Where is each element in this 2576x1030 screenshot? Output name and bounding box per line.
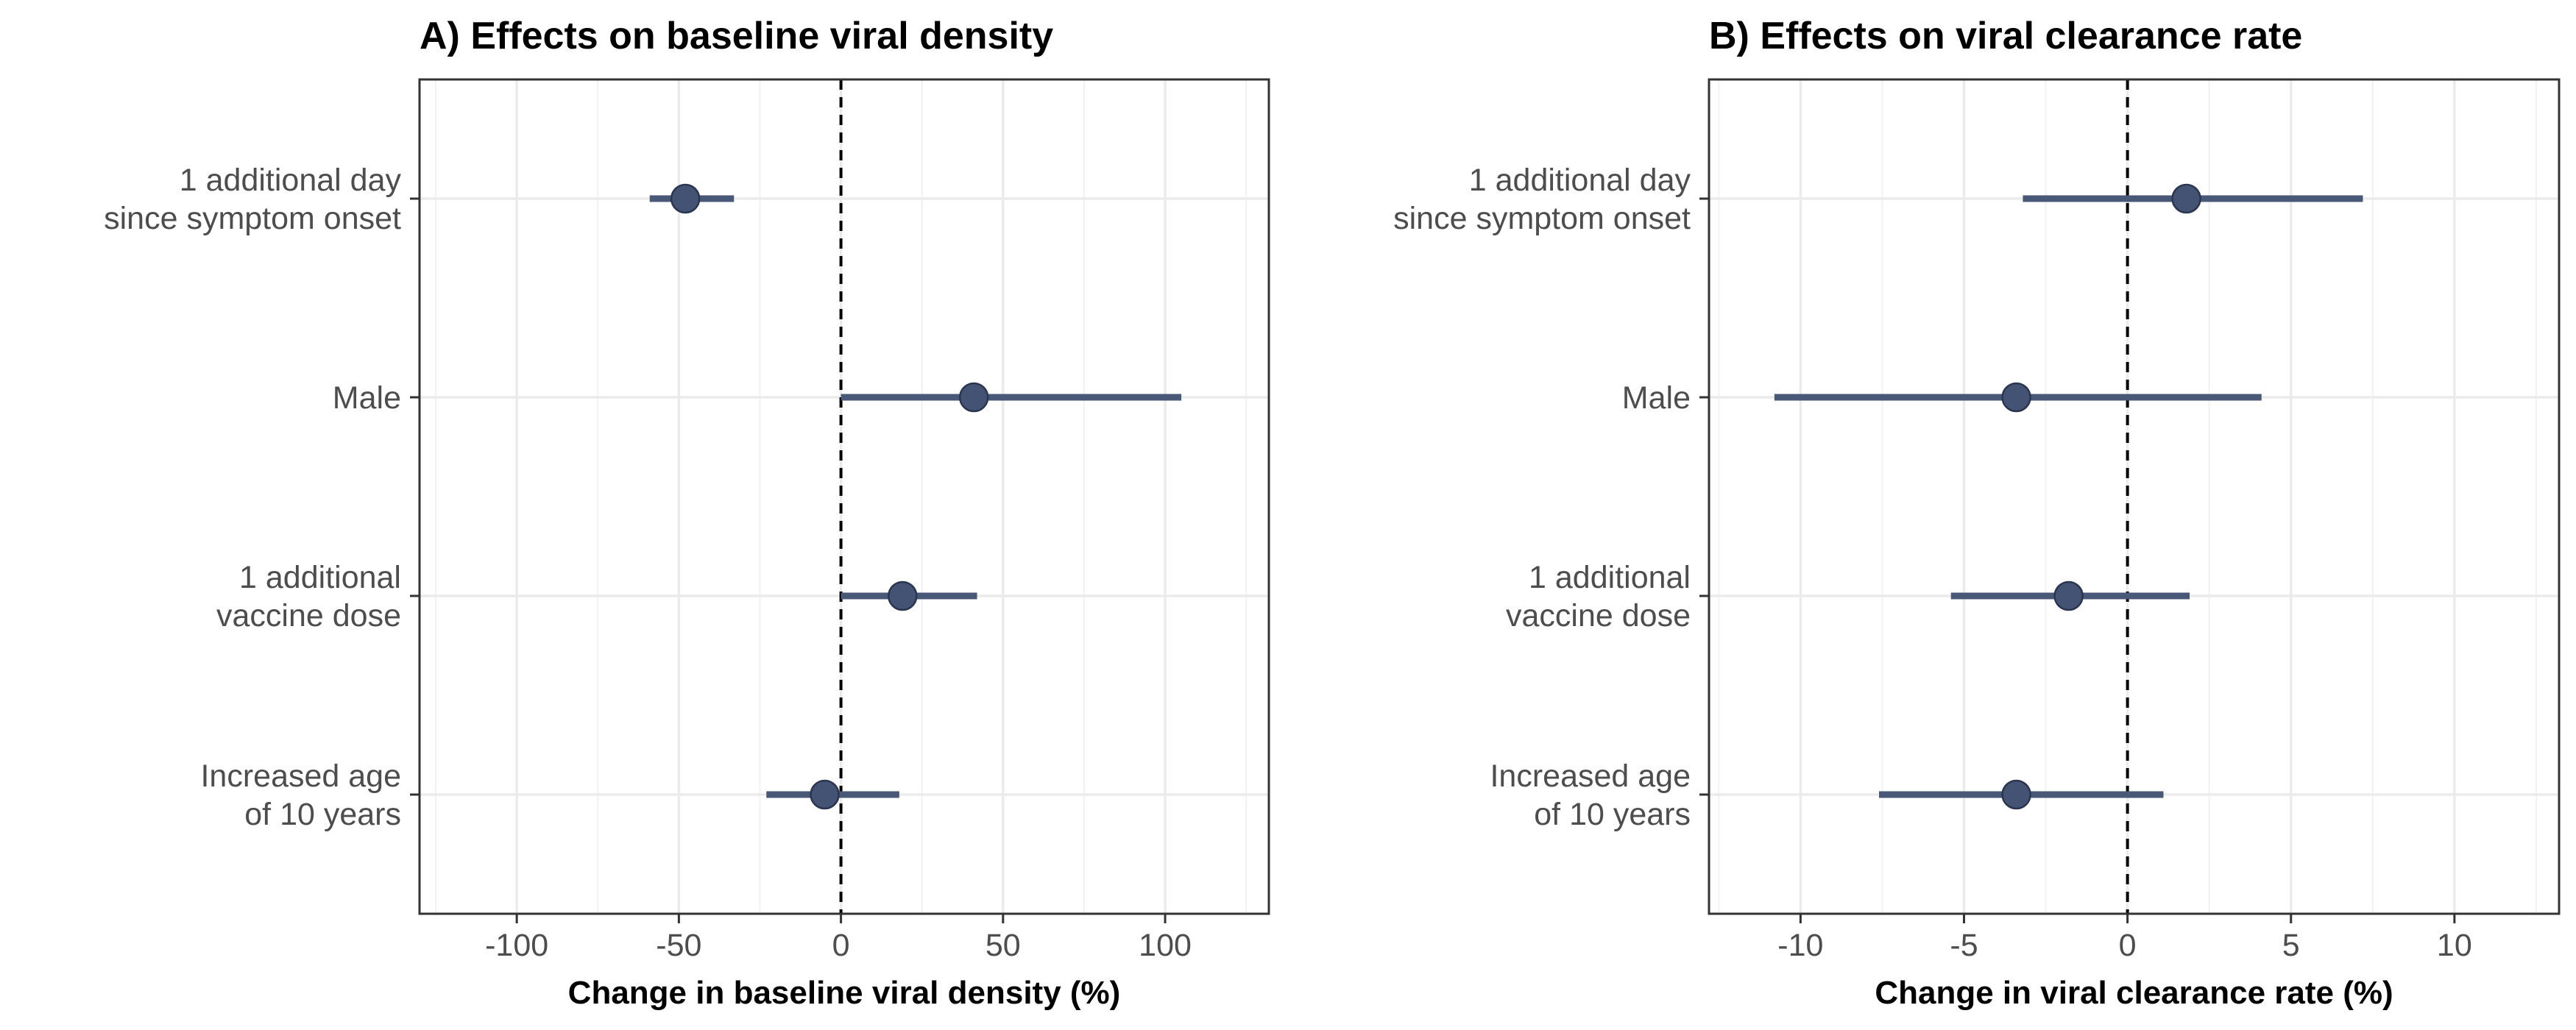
point-estimate bbox=[2001, 779, 2031, 810]
y-category-label-line: Increased age bbox=[200, 759, 401, 794]
y-category-label-line: 1 additional day bbox=[180, 163, 402, 198]
y-category-label-line: 1 additional day bbox=[1469, 163, 1691, 198]
x-axis-label: Change in baseline viral density (%) bbox=[568, 975, 1121, 1011]
y-category-label-line: 1 additional bbox=[239, 560, 401, 595]
x-tick-label: 10 bbox=[2437, 928, 2472, 963]
y-category-label-line: Male bbox=[1622, 380, 1691, 416]
panel-a: -100 -50 0 50 100 1 additional day since sympt… bbox=[104, 15, 1270, 1011]
y-category-label-line: 1 additional bbox=[1529, 560, 1691, 595]
x-tick-label: 5 bbox=[2282, 928, 2300, 963]
point-estimate bbox=[810, 779, 840, 810]
y-category-label-line: of 10 years bbox=[1534, 797, 1691, 832]
y-category-label-line: since symptom onset bbox=[1393, 201, 1691, 236]
point-estimate bbox=[2053, 580, 2084, 611]
x-tick-label: -10 bbox=[1777, 928, 1823, 963]
panel-border bbox=[418, 78, 1270, 915]
x-tick-label: 0 bbox=[832, 928, 850, 963]
point-estimate bbox=[888, 580, 918, 611]
panel-b: -10 -5 0 5 10 1 additional day since symptom o… bbox=[1393, 15, 2561, 1011]
y-category-label: 1 additional day since symptom onset bbox=[104, 163, 401, 236]
y-category-label-line: Increased age bbox=[1490, 759, 1691, 794]
panel-title: B) Effects on viral clearance rate bbox=[1709, 15, 2302, 57]
x-tick-label: -5 bbox=[1950, 928, 1978, 963]
point-estimate bbox=[958, 382, 989, 413]
y-category-label: 1 additional day since symptom onset bbox=[1393, 163, 1691, 236]
y-category-label-line: of 10 years bbox=[244, 797, 401, 832]
y-category-label: 1 additional vaccine dose bbox=[216, 560, 401, 633]
y-category-label: Male bbox=[333, 380, 401, 416]
y-category-label-line: vaccine dose bbox=[1506, 598, 1691, 633]
y-category-label: Increased age of 10 years bbox=[1490, 759, 1691, 832]
x-tick-label: -50 bbox=[656, 928, 701, 963]
y-category-label: Male bbox=[1622, 380, 1691, 416]
x-tick-label: 100 bbox=[1139, 928, 1192, 963]
x-tick-label: -100 bbox=[485, 928, 548, 963]
point-estimate bbox=[2171, 183, 2201, 214]
panel-title: A) Effects on baseline viral density bbox=[420, 15, 1053, 57]
y-category-label-line: since symptom onset bbox=[104, 201, 401, 236]
panel-border bbox=[1708, 78, 2561, 915]
y-category-label-line: Male bbox=[333, 380, 401, 416]
y-category-label: 1 additional vaccine dose bbox=[1506, 560, 1691, 633]
point-estimate bbox=[2001, 382, 2031, 413]
y-category-label-line: vaccine dose bbox=[216, 598, 401, 633]
x-axis-label: Change in viral clearance rate (%) bbox=[1875, 975, 2393, 1011]
y-category-label: Increased age of 10 years bbox=[200, 759, 401, 832]
x-tick-label: 50 bbox=[986, 928, 1021, 963]
x-tick-label: 0 bbox=[2119, 928, 2137, 963]
point-estimate bbox=[670, 183, 701, 214]
